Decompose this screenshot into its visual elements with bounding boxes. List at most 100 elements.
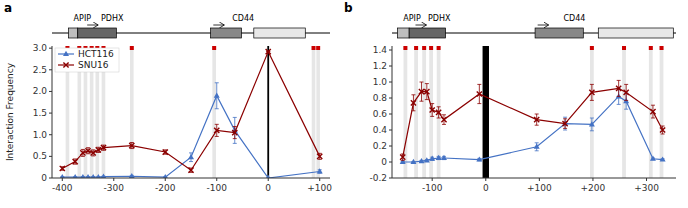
x-tick: [165, 178, 166, 181]
point: [80, 150, 85, 155]
x-tick: [62, 178, 63, 181]
error-bar: [624, 84, 628, 100]
gene-label: APIP: [74, 14, 92, 23]
legend-marker: [63, 51, 69, 56]
y-tick-label: -0.2: [369, 173, 387, 183]
y-tick-label: 1.4: [373, 45, 388, 55]
x-tick: [646, 178, 647, 181]
gray-band: [130, 46, 134, 178]
y-tick-label: 0.5: [33, 151, 47, 161]
y-tick-label: 0: [381, 157, 387, 167]
y-tick-label: 0.4: [373, 125, 388, 135]
red-mark: [437, 46, 441, 50]
chart: -400-300-200-1000+10000.51.01.52.02.53.0…: [0, 0, 688, 208]
gray-band: [590, 46, 594, 178]
gene-label: CD44: [232, 14, 254, 23]
gene-label: PDHX: [428, 14, 451, 23]
red-mark: [414, 46, 418, 50]
y-tick-label: 0.8: [373, 93, 388, 103]
point: [660, 127, 665, 132]
x-tick: [592, 178, 593, 181]
point: [188, 168, 193, 173]
x-tick-label: +200: [581, 183, 606, 193]
panel-label: a: [4, 1, 12, 15]
y-tick-label: 3.0: [33, 43, 48, 53]
point: [624, 90, 629, 95]
point: [410, 159, 416, 164]
gray-band: [414, 46, 418, 178]
red-mark: [312, 46, 316, 50]
point: [424, 89, 429, 94]
point: [616, 86, 621, 91]
gene-track: APIPPDHXCD44: [392, 14, 676, 38]
point: [436, 110, 441, 115]
point: [660, 156, 666, 161]
red-mark: [660, 46, 664, 50]
y-tick: [49, 156, 52, 157]
point: [534, 144, 540, 149]
point: [419, 89, 424, 94]
y-tick-label: 1.0: [33, 130, 48, 140]
point: [589, 90, 594, 95]
y-tick-label: 0.2: [373, 141, 387, 151]
error-bar: [189, 168, 193, 172]
x-tick-label: +300: [634, 183, 659, 193]
legend-label: SNU16: [78, 60, 109, 70]
x-tick: [539, 178, 540, 181]
point: [429, 156, 435, 161]
point: [430, 107, 435, 112]
error-bar: [442, 115, 446, 125]
y-tick: [389, 82, 392, 83]
point: [424, 157, 430, 162]
point: [72, 174, 78, 178]
gene-box: [397, 28, 409, 38]
y-axis-label: Interaction Frequency: [5, 62, 15, 161]
gene-arrow: [538, 25, 549, 26]
gene-box: [254, 28, 305, 38]
series-line: [62, 52, 319, 171]
point: [400, 155, 405, 160]
gene-box: [211, 28, 242, 38]
point: [101, 145, 106, 150]
panel: -1000+100+200+300-0.200.20.40.60.81.01.2…: [344, 1, 676, 193]
viewpoint-line: [267, 46, 269, 178]
gray-band: [212, 46, 216, 178]
y-tick: [389, 146, 392, 147]
x-axis-line: [392, 178, 676, 179]
error-bar: [318, 153, 322, 159]
series: [60, 49, 323, 173]
red-mark: [649, 46, 653, 50]
point: [100, 174, 106, 178]
error-bar: [651, 105, 655, 118]
point: [60, 166, 65, 171]
gene-label: CD44: [563, 14, 585, 23]
legend: HCT116SNU16: [55, 48, 119, 72]
y-tick-label: 1.0: [373, 77, 388, 87]
legend-marker: [63, 62, 68, 67]
red-mark: [590, 46, 594, 50]
series-line: [403, 88, 663, 157]
point: [317, 154, 322, 159]
point: [91, 150, 96, 155]
plot-area: [59, 46, 322, 178]
panel-label: b: [344, 1, 353, 15]
y-tick: [389, 98, 392, 99]
point: [266, 49, 271, 54]
gene-box: [535, 28, 583, 38]
red-mark: [212, 46, 216, 50]
error-bar: [535, 143, 539, 151]
x-tick-label: -200: [155, 183, 176, 193]
series-line: [62, 96, 319, 178]
y-tick: [389, 162, 392, 163]
point: [477, 91, 482, 96]
point: [441, 155, 447, 160]
y-tick: [49, 113, 52, 114]
y-tick: [49, 69, 52, 70]
error-bar: [73, 159, 77, 164]
red-mark: [422, 46, 426, 50]
x-tick-label: 0: [265, 183, 271, 193]
gene-arrow: [87, 25, 98, 26]
x-tick: [268, 178, 269, 181]
x-tick: [432, 178, 433, 181]
x-axis-line: [52, 178, 330, 179]
